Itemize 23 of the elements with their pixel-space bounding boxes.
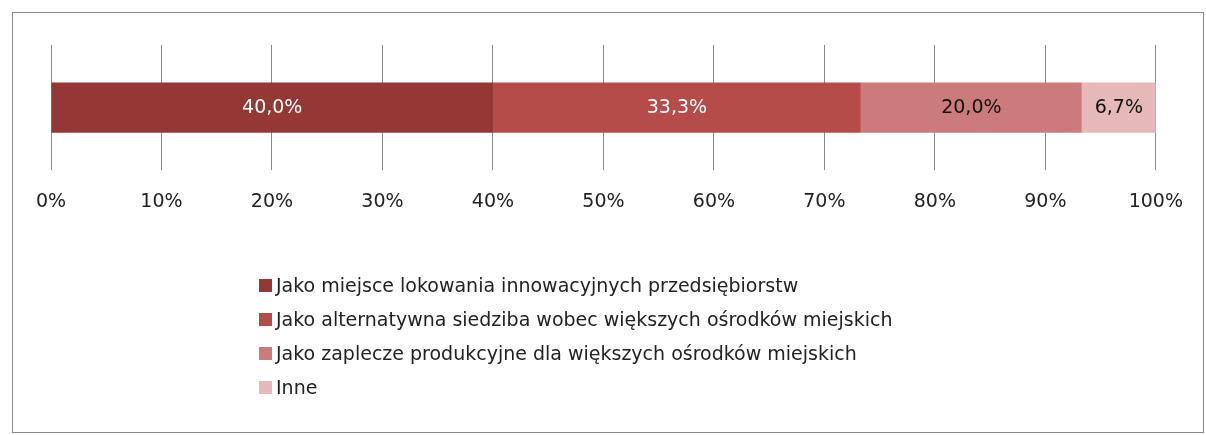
x-tick-label: 30% [361, 188, 404, 211]
bar [860, 82, 1082, 133]
x-tick-label: 20% [250, 188, 294, 211]
x-tick-label: 80% [913, 188, 956, 211]
x-tick-label: 50% [582, 188, 625, 211]
data-label: 6,7% [1094, 94, 1143, 117]
bar [51, 82, 493, 133]
data-label: 33,3% [646, 94, 708, 117]
legend-label: Jako alternatywna siedziba wobec większych ośrodków miejskich [276, 308, 893, 330]
x-tick-label: 90% [1024, 188, 1067, 211]
x-tick-label: 10% [140, 188, 183, 211]
x-tick-label: 60% [692, 188, 736, 211]
x-tick-label: 0% [35, 188, 67, 211]
x-tick-label: 40% [471, 188, 515, 211]
legend-label: Jako zaplecze produkcyjne dla większych ośrodków miejskich [276, 342, 857, 364]
x-tick-label: 100% [1128, 188, 1183, 211]
legend-label: Inne [276, 376, 318, 398]
bar [492, 82, 861, 133]
x-tick-label: 70% [803, 188, 846, 211]
legend-label: Jako miejsce lokowania innowacyjnych przedsiębiorstw [276, 274, 799, 296]
bar [1081, 82, 1156, 133]
data-label: 20,0% [941, 94, 1002, 117]
data-label: 40,0% [242, 94, 303, 117]
